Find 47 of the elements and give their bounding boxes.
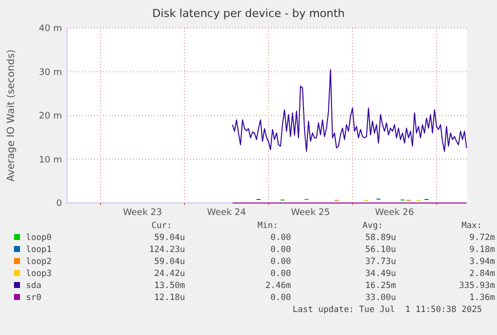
text: 59.04u	[154, 233, 185, 243]
text: 33.00u	[365, 293, 396, 303]
text: Avg:	[362, 221, 383, 231]
text: 12.18u	[154, 293, 185, 303]
text: 37.73u	[365, 257, 396, 267]
text: 16.25m	[365, 281, 396, 291]
text: 24.42u	[154, 269, 185, 279]
legend-label: loop2	[26, 257, 52, 267]
text: Min:	[258, 221, 278, 231]
y-tick-label: 40 m	[38, 24, 62, 34]
text: 0.00	[270, 233, 291, 243]
legend-label: loop3	[26, 269, 52, 279]
chart-title: Disk latency per device - by month	[152, 7, 345, 20]
text: 0.00	[270, 293, 291, 303]
text: Cur:	[152, 221, 172, 231]
text: 124.23u	[149, 245, 185, 255]
line-series	[232, 69, 467, 152]
text: 3.94m	[469, 257, 495, 267]
text: 1.36m	[469, 293, 495, 303]
y-tick-label: 20 m	[38, 112, 62, 122]
text: 13.50m	[154, 281, 185, 291]
text: 0.00	[270, 269, 291, 279]
legend-label: loop0	[26, 233, 52, 243]
text: 2.84m	[469, 269, 495, 279]
text: 0.00	[270, 245, 291, 255]
legend-label: sr0	[26, 293, 42, 303]
x-tick-label: Week 25	[291, 208, 330, 218]
text: 335.93m	[459, 281, 495, 291]
legend-label: loop1	[26, 245, 52, 255]
text: 58.89u	[365, 233, 396, 243]
text: 34.49u	[365, 269, 396, 279]
text: Max:	[462, 221, 482, 231]
text: 0.00	[270, 257, 291, 267]
y-tick-label: 10 m	[38, 155, 62, 166]
text: 9.72m	[469, 233, 495, 243]
text: 2.46m	[265, 281, 291, 291]
text: 9.18m	[469, 245, 495, 255]
x-tick-label: Week 26	[375, 208, 414, 218]
legend-label: sda	[26, 281, 42, 291]
x-tick-label: Week 24	[207, 208, 246, 218]
y-axis-title: Average IO Wait (seconds)	[6, 49, 17, 182]
text: 56.10u	[365, 245, 396, 255]
text: Last update: Tue Jul 1 11:50:38 2025	[292, 305, 482, 315]
text: 59.04u	[154, 257, 185, 267]
x-tick-label: Week 23	[123, 208, 162, 218]
y-tick-label: 0	[56, 199, 62, 210]
y-tick-label: 30 m	[38, 68, 62, 78]
